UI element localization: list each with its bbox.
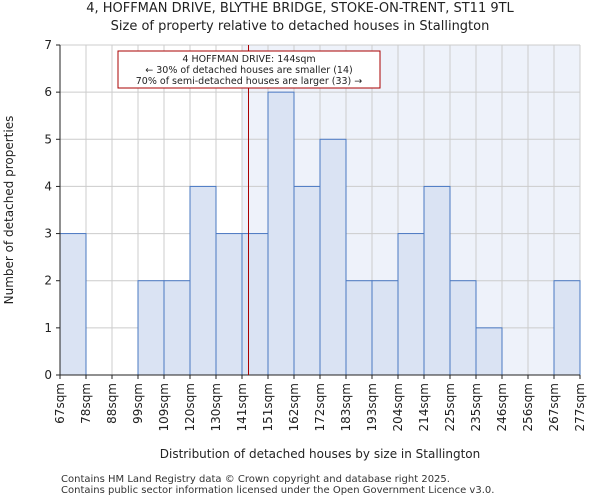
y-tick-label: 0 bbox=[44, 368, 52, 382]
x-tick-label: 130sqm bbox=[209, 383, 223, 431]
x-tick-label: 214sqm bbox=[417, 383, 431, 431]
x-axis-label: Distribution of detached houses by size … bbox=[160, 447, 480, 461]
y-axis-label: Number of detached properties bbox=[2, 116, 16, 305]
annotation-box bbox=[117, 50, 381, 89]
histogram-bar bbox=[475, 327, 503, 376]
x-tick-label: 141sqm bbox=[235, 383, 249, 431]
x-tick-label: 67sqm bbox=[53, 383, 67, 424]
histogram-bar bbox=[553, 280, 581, 376]
annotation-title: 4 HOFFMAN DRIVE: 144sqm bbox=[182, 54, 315, 65]
y-tick-label: 1 bbox=[44, 321, 52, 335]
x-tick-label: 256sqm bbox=[521, 383, 535, 431]
y-tick-label: 3 bbox=[44, 227, 52, 241]
chart-title: 4, HOFFMAN DRIVE, BLYTHE BRIDGE, STOKE-O… bbox=[86, 1, 514, 16]
x-tick-label: 172sqm bbox=[313, 383, 327, 431]
x-tick-label: 99sqm bbox=[131, 383, 145, 424]
histogram-bar bbox=[215, 233, 243, 376]
histogram-bar bbox=[137, 280, 165, 376]
annotation-smaller: ← 30% of detached houses are smaller (14… bbox=[145, 65, 352, 76]
histogram-bar bbox=[449, 280, 477, 376]
x-tick-label: 151sqm bbox=[261, 383, 275, 431]
x-tick-label: 88sqm bbox=[105, 383, 119, 424]
histogram-bar bbox=[163, 280, 191, 376]
y-tick-label: 7 bbox=[44, 38, 52, 52]
x-tick-label: 204sqm bbox=[391, 383, 405, 431]
y-tick-label: 2 bbox=[44, 274, 52, 288]
y-tick-label: 5 bbox=[44, 132, 52, 146]
histogram-bar bbox=[59, 233, 87, 376]
y-tick-label: 4 bbox=[44, 179, 52, 193]
histogram-bar bbox=[241, 233, 269, 376]
x-tick-label: 235sqm bbox=[469, 383, 483, 431]
x-tick-label: 193sqm bbox=[365, 383, 379, 431]
histogram-bar bbox=[397, 233, 425, 376]
x-tick-label: 78sqm bbox=[79, 383, 93, 424]
x-tick-label: 109sqm bbox=[157, 383, 171, 431]
annotation-larger: 70% of semi-detached houses are larger (… bbox=[136, 76, 363, 87]
x-tick-label: 162sqm bbox=[287, 383, 301, 431]
x-tick-label: 225sqm bbox=[443, 383, 457, 431]
x-tick-label: 277sqm bbox=[573, 383, 587, 431]
histogram-bar bbox=[371, 280, 399, 376]
x-tick-label: 246sqm bbox=[495, 383, 509, 431]
x-tick-label: 120sqm bbox=[183, 383, 197, 431]
histogram-bar bbox=[319, 138, 347, 376]
chart-subtitle: Size of property relative to detached ho… bbox=[110, 19, 490, 34]
x-tick-label: 267sqm bbox=[547, 383, 561, 431]
y-tick-label: 6 bbox=[44, 85, 52, 99]
footer-licence: Contains public sector information licen… bbox=[61, 485, 495, 496]
histogram-bar bbox=[267, 91, 295, 376]
histogram-bar bbox=[423, 185, 451, 376]
histogram-bar bbox=[293, 185, 321, 376]
footer-copyright: Contains HM Land Registry data © Crown c… bbox=[61, 474, 450, 485]
histogram-chart: 0 1 2 3 4 5 6 7 67sqm 78sqm 88sqm 99sqm 109sqm 120sqm… bbox=[2, 38, 587, 461]
x-tick-label: 183sqm bbox=[339, 383, 353, 431]
histogram-bar bbox=[189, 185, 217, 376]
histogram-bar bbox=[345, 280, 373, 376]
